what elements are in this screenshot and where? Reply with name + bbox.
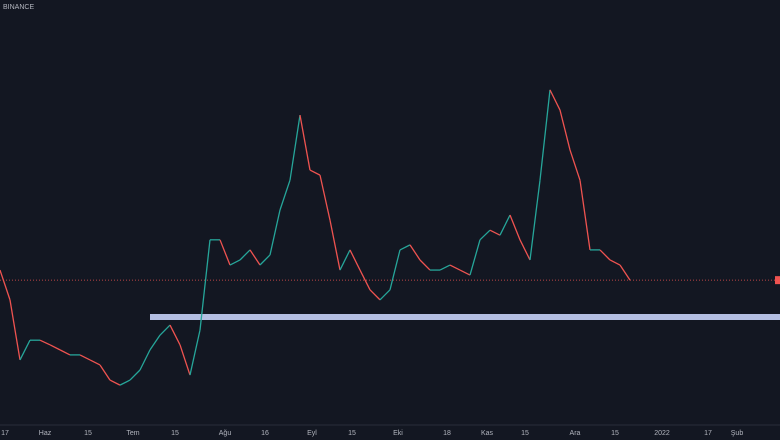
x-tick-label: 15 bbox=[611, 430, 619, 437]
x-tick-label: 17 bbox=[704, 430, 712, 437]
x-tick-label: Ara bbox=[570, 430, 581, 437]
price-segment bbox=[519, 239, 531, 261]
price-segment bbox=[9, 299, 21, 361]
price-segment bbox=[359, 269, 371, 291]
price-segment bbox=[219, 239, 231, 266]
price-segment bbox=[309, 169, 321, 176]
price-segment bbox=[549, 89, 561, 111]
price-segment bbox=[529, 180, 541, 261]
price-segment bbox=[479, 229, 491, 241]
price-segment bbox=[239, 249, 251, 261]
price-segment bbox=[559, 109, 571, 151]
support-zone bbox=[150, 314, 780, 320]
x-tick-label: Kas bbox=[481, 430, 494, 437]
last-price-marker bbox=[775, 276, 780, 285]
price-segment bbox=[89, 359, 101, 366]
price-segment bbox=[369, 289, 381, 301]
price-segment bbox=[319, 174, 331, 221]
x-tick-label: Ağu bbox=[219, 430, 232, 437]
x-tick-label: 15 bbox=[348, 430, 356, 437]
price-segment bbox=[269, 209, 281, 256]
price-segment bbox=[459, 269, 471, 276]
x-tick-label: Haz bbox=[39, 430, 52, 437]
price-segment bbox=[339, 249, 351, 271]
price-segment bbox=[79, 354, 91, 361]
price-segment bbox=[0, 269, 11, 301]
x-tick-label: 16 bbox=[261, 430, 269, 437]
price-segment bbox=[39, 339, 51, 346]
price-segment bbox=[299, 114, 311, 171]
price-segment bbox=[599, 249, 611, 261]
x-tick-label: 17 bbox=[1, 430, 9, 437]
price-segment bbox=[19, 339, 31, 361]
price-segment bbox=[49, 344, 61, 351]
x-tick-label: 15 bbox=[521, 430, 529, 437]
x-tick-label: Tem bbox=[126, 430, 139, 437]
price-segment bbox=[389, 249, 401, 290]
price-segment bbox=[579, 180, 591, 250]
price-segment bbox=[449, 264, 461, 271]
x-tick-label: Eki bbox=[393, 430, 403, 437]
price-segment bbox=[149, 334, 161, 351]
price-segment bbox=[129, 369, 141, 381]
price-segment bbox=[99, 364, 111, 381]
price-segment bbox=[249, 249, 261, 266]
x-tick-label: 15 bbox=[171, 430, 179, 437]
price-segment bbox=[289, 114, 301, 181]
price-segment bbox=[539, 89, 551, 181]
price-segment bbox=[419, 259, 431, 271]
price-segment bbox=[329, 219, 341, 271]
price-segment bbox=[169, 324, 181, 346]
price-segment bbox=[609, 259, 621, 266]
price-segment bbox=[109, 379, 121, 386]
x-tick-label: 18 bbox=[443, 430, 451, 437]
price-segment bbox=[349, 249, 361, 271]
price-segment bbox=[189, 329, 201, 376]
price-segment bbox=[199, 239, 211, 331]
price-segment bbox=[379, 289, 391, 301]
price-segment bbox=[619, 264, 631, 281]
exchange-label: BINANCE bbox=[3, 4, 34, 11]
price-segment bbox=[439, 264, 451, 271]
price-segment bbox=[499, 214, 511, 236]
price-segment bbox=[139, 349, 151, 371]
price-segment bbox=[179, 344, 191, 376]
price-segment bbox=[259, 254, 271, 266]
x-tick-label: 2022 bbox=[654, 430, 670, 437]
x-tick-label: 15 bbox=[84, 430, 92, 437]
price-segment bbox=[159, 324, 171, 336]
price-segment bbox=[59, 349, 71, 356]
price-segment bbox=[119, 379, 131, 386]
price-segment bbox=[229, 259, 241, 266]
price-segment bbox=[469, 239, 481, 276]
price-segment bbox=[409, 244, 421, 261]
x-tick-label: Şub bbox=[731, 430, 744, 437]
price-segment bbox=[399, 244, 411, 251]
x-tick-label: Eyl bbox=[307, 430, 317, 437]
price-segment bbox=[569, 149, 581, 181]
price-segment bbox=[509, 214, 521, 241]
price-segment bbox=[279, 179, 291, 211]
price-segment bbox=[489, 229, 501, 236]
